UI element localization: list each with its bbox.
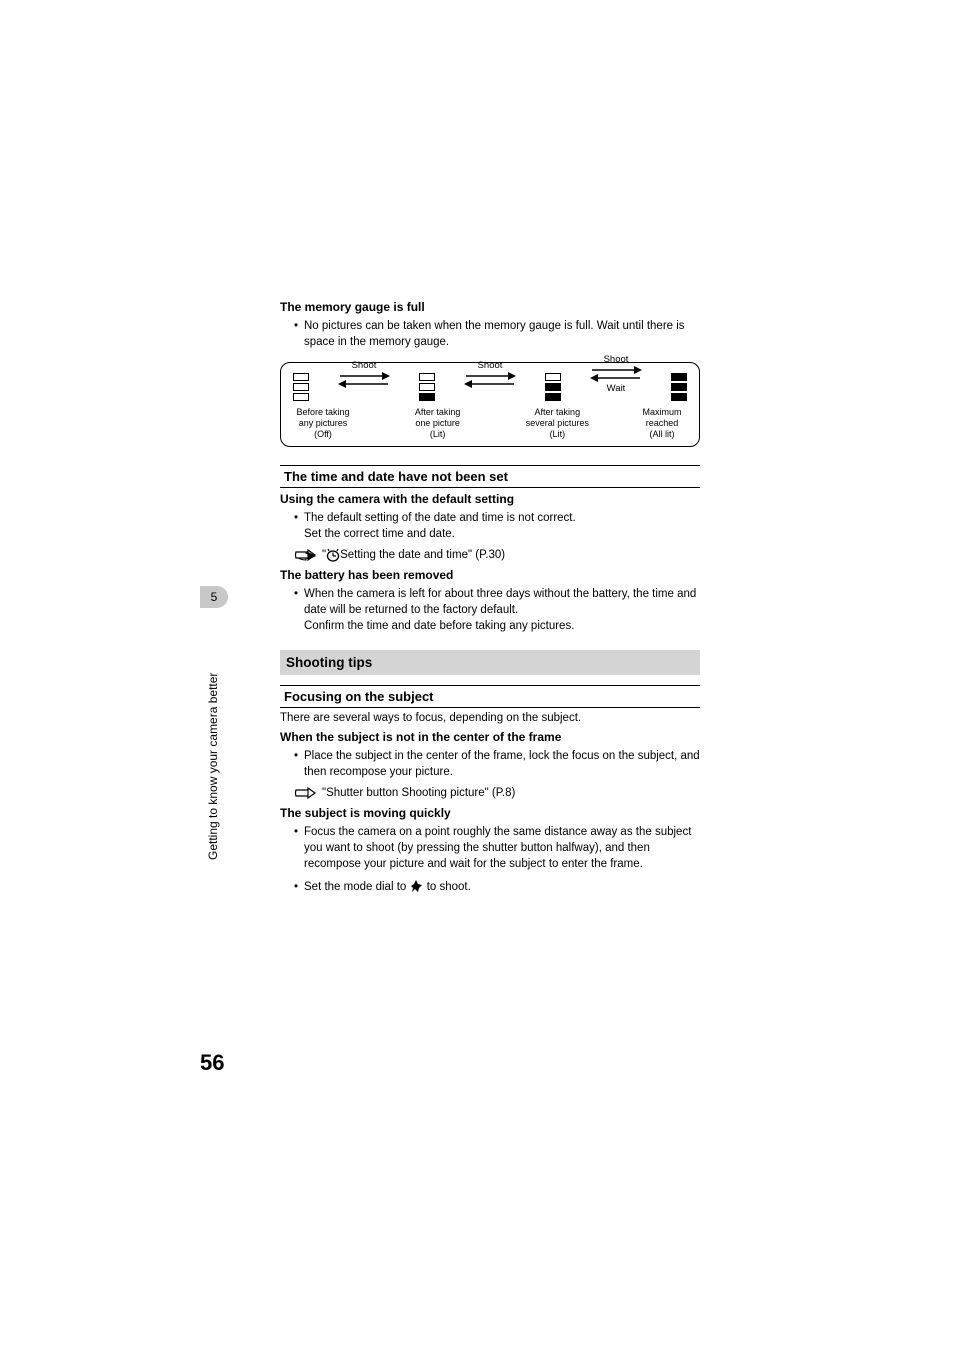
timedate-b2a: When the camera is left for about three … bbox=[304, 588, 696, 616]
pointing-hand-icon bbox=[294, 786, 316, 800]
memory-full-text: No pictures can be taken when the memory… bbox=[304, 318, 700, 350]
memory-gauge-diagram: Shoot Shoot bbox=[280, 362, 700, 446]
focus-bullet1: •Place the subject in the center of the … bbox=[280, 748, 700, 780]
chapter-tab: 5 bbox=[200, 586, 228, 608]
focus-b2: Focus the camera on a point roughly the … bbox=[304, 824, 700, 872]
timedate-sub1: Using the camera with the default settin… bbox=[280, 492, 700, 506]
arrow-shoot-1: Shoot bbox=[338, 360, 390, 389]
arrow-label: Shoot bbox=[352, 360, 377, 371]
double-arrow-icon bbox=[464, 371, 516, 389]
focus-ref: "Shutter button Shooting picture" (P.8) bbox=[280, 786, 700, 800]
caption-before: Before taking any pictures (Off) bbox=[293, 407, 353, 439]
memory-full-bullet: •No pictures can be taken when the memor… bbox=[280, 318, 700, 350]
arrow-label: Shoot bbox=[478, 360, 503, 371]
arrow-shoot-wait: Shoot Wait bbox=[590, 354, 642, 394]
gauge-one bbox=[419, 373, 435, 403]
focus-b3b: to shoot. bbox=[427, 881, 471, 893]
focus-sub1: When the subject is not in the center of… bbox=[280, 730, 700, 744]
focus-sub2: The subject is moving quickly bbox=[280, 806, 700, 820]
clock-icon bbox=[326, 548, 340, 562]
focus-b1: Place the subject in the center of the f… bbox=[304, 748, 700, 780]
memory-full-heading: The memory gauge is full bbox=[280, 300, 700, 314]
focus-heading: Focusing on the subject bbox=[280, 685, 700, 708]
caption-several: After taking several pictures (Lit) bbox=[522, 407, 592, 439]
timedate-ref: " Setting the date and time" (P.30) bbox=[280, 548, 700, 562]
timedate-b1a: The default setting of the date and time… bbox=[304, 512, 576, 524]
double-arrow-icon bbox=[590, 365, 642, 383]
focus-ref-text: "Shutter button Shooting picture" (P.8) bbox=[322, 787, 515, 799]
bullet-dot: • bbox=[294, 318, 304, 350]
ref-text: Setting the date and time" (P.30) bbox=[340, 549, 505, 561]
caption-one: After taking one picture (Lit) bbox=[408, 407, 468, 439]
chapter-number: 5 bbox=[211, 590, 218, 604]
timedate-sub2: The battery has been removed bbox=[280, 568, 700, 582]
timedate-bullet1: • The default setting of the date and ti… bbox=[280, 510, 700, 542]
timedate-heading: The time and date have not been set bbox=[280, 465, 700, 488]
page-content: The memory gauge is full •No pictures ca… bbox=[280, 300, 700, 901]
gauge-several bbox=[545, 373, 561, 403]
page-number: 56 bbox=[200, 1050, 224, 1076]
wait-label: Wait bbox=[607, 383, 626, 394]
focus-bullet2: •Focus the camera on a point roughly the… bbox=[280, 824, 700, 872]
caption-max: Maximum reached (All lit) bbox=[637, 407, 687, 439]
shooting-tips-heading: Shooting tips bbox=[280, 650, 700, 675]
pointing-hand-icon bbox=[294, 548, 316, 562]
timedate-b2b: Confirm the time and date before taking … bbox=[304, 620, 574, 632]
timedate-b1b: Set the correct time and date. bbox=[304, 528, 455, 540]
timedate-bullet2: • When the camera is left for about thre… bbox=[280, 586, 700, 634]
focus-bullet3: • Set the mode dial to to shoot. bbox=[280, 879, 700, 895]
sport-mode-icon bbox=[409, 879, 423, 893]
focus-intro: There are several ways to focus, dependi… bbox=[280, 712, 700, 724]
gauge-before bbox=[293, 373, 309, 403]
gauge-max bbox=[671, 373, 687, 403]
double-arrow-icon bbox=[338, 371, 390, 389]
arrow-shoot-2: Shoot bbox=[464, 360, 516, 389]
focus-b3a: Set the mode dial to bbox=[304, 881, 409, 893]
arrow-label: Shoot bbox=[604, 354, 629, 365]
chapter-title-vertical: Getting to know your camera better bbox=[206, 673, 220, 860]
